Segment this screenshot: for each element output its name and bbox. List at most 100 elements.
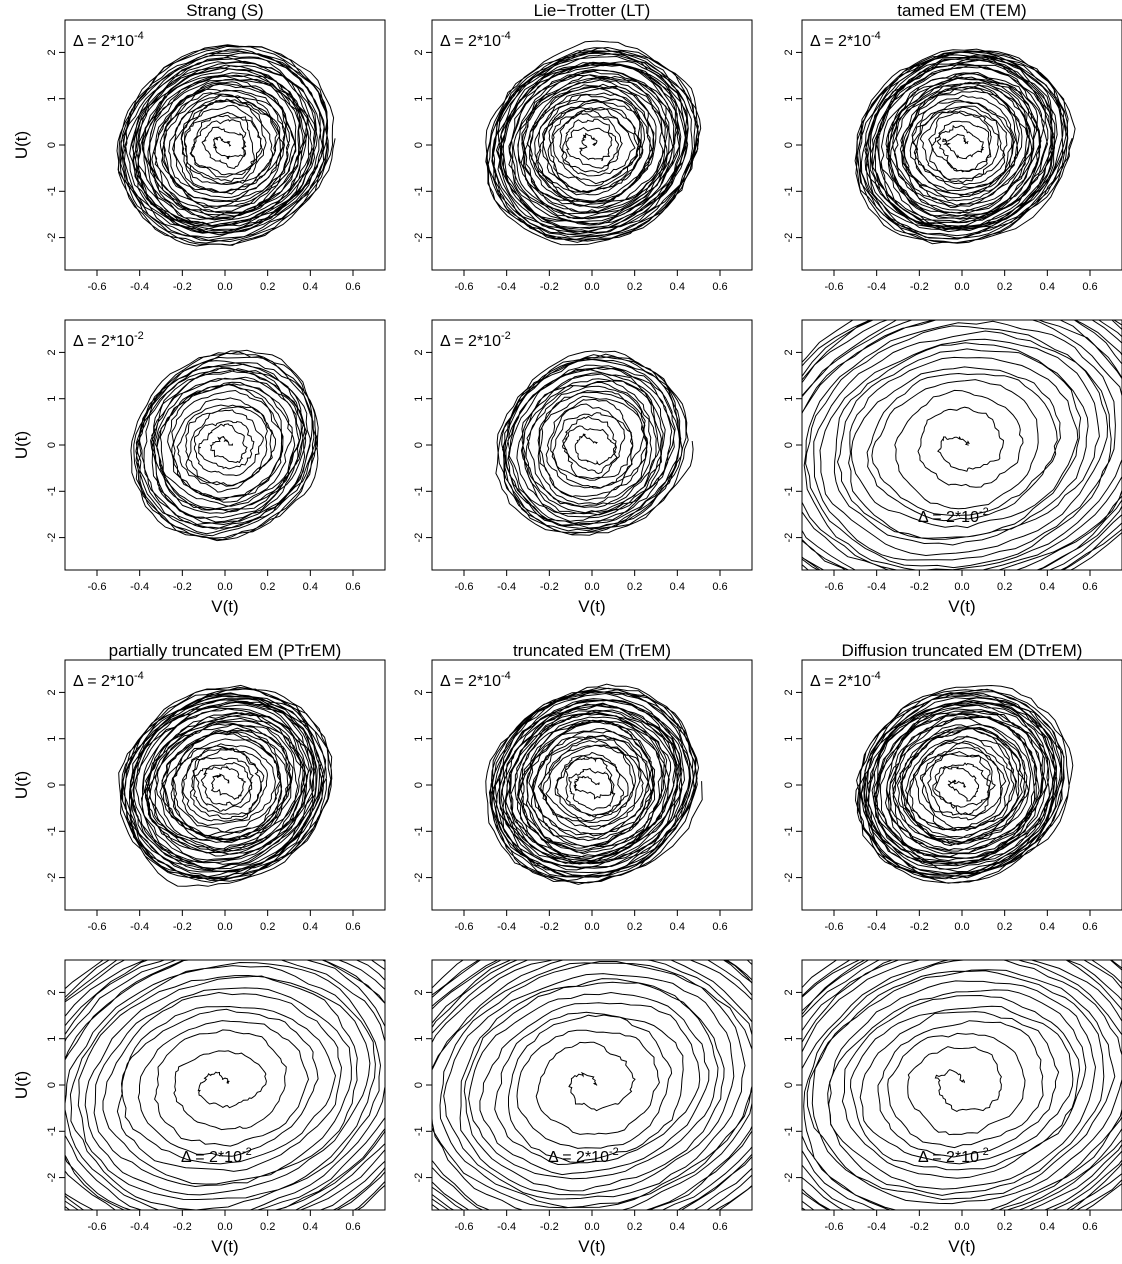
trajectory-line <box>854 684 1074 884</box>
x-tick-label: -0.2 <box>173 1221 192 1233</box>
x-tick-label: 0.4 <box>1040 921 1055 933</box>
trajectory-line <box>65 960 385 1210</box>
x-tick-label: 0.4 <box>1040 281 1055 293</box>
x-tick-label: 0.6 <box>345 1221 360 1233</box>
delta-annotation: Δ = 2*10-2 <box>73 330 144 350</box>
y-tick-label: 1 <box>413 1036 425 1042</box>
x-tick-label: -0.4 <box>130 281 149 293</box>
x-tick-label: 0.2 <box>997 1221 1012 1233</box>
x-tick-label: -0.2 <box>540 1221 559 1233</box>
x-tick-label: 0.6 <box>345 921 360 933</box>
x-tick-label: 0.0 <box>954 921 969 933</box>
x-tick-label: 0.6 <box>1082 921 1097 933</box>
x-tick-label: 0.2 <box>627 281 642 293</box>
x-tick-label: 0.0 <box>217 1221 232 1233</box>
y-tick-label: 2 <box>46 689 58 695</box>
x-tick-label: 0.2 <box>627 921 642 933</box>
delta-annotation: Δ = 2*10-2 <box>918 1146 989 1166</box>
y-tick-label: -1 <box>783 486 795 496</box>
y-axis-label: U(t) <box>12 431 31 459</box>
x-tick-label: 0.0 <box>954 581 969 593</box>
x-tick-label: 0.2 <box>627 581 642 593</box>
y-tick-label: 2 <box>46 989 58 995</box>
x-tick-label: -0.2 <box>910 921 929 933</box>
y-tick-label: -2 <box>413 233 425 243</box>
y-tick-label: -1 <box>783 826 795 836</box>
x-tick-label: 0.4 <box>303 1221 318 1233</box>
delta-annotation: Δ = 2*10-2 <box>548 1146 619 1166</box>
x-tick-label: 0.2 <box>260 581 275 593</box>
y-tick-label: 1 <box>46 736 58 742</box>
x-tick-label: -0.4 <box>130 921 149 933</box>
y-tick-label: 0 <box>413 442 425 448</box>
y-tick-label: -1 <box>413 1126 425 1136</box>
y-tick-label: 2 <box>413 989 425 995</box>
y-tick-label: 1 <box>783 736 795 742</box>
y-tick-label: -1 <box>413 826 425 836</box>
x-tick-label: -0.6 <box>88 281 107 293</box>
x-axis-label: V(t) <box>211 1237 238 1256</box>
x-tick-label: -0.4 <box>867 281 886 293</box>
x-tick-label: -0.2 <box>910 581 929 593</box>
y-tick-label: 1 <box>783 1036 795 1042</box>
x-tick-label: -0.4 <box>497 281 516 293</box>
x-tick-label: 0.4 <box>670 581 685 593</box>
x-tick-label: 0.0 <box>217 921 232 933</box>
x-tick-label: 0.6 <box>1082 1221 1097 1233</box>
y-tick-label: -2 <box>46 233 58 243</box>
x-tick-label: -0.2 <box>173 281 192 293</box>
y-axis-label: U(t) <box>12 131 31 159</box>
panel-title: Lie−Trotter (LT) <box>534 1 651 20</box>
trajectory-line <box>485 40 702 246</box>
y-tick-label: 2 <box>783 689 795 695</box>
trajectory-line <box>802 960 1122 1210</box>
trajectory-line <box>485 683 703 885</box>
y-tick-label: 1 <box>46 396 58 402</box>
x-tick-label: 0.0 <box>954 1221 969 1233</box>
panel-2: -0.6 -0.4 -0.2 0.0 0.2 0.4 0.6 -2 -1 0 1 2 Lie−Trott… <box>413 1 753 293</box>
panel-4: -0.6 -0.4 -0.2 0.0 0.2 0.4 0.6 -2 -1 0 1 2 V(t) U(t) Δ… <box>12 319 386 616</box>
x-axis-label: V(t) <box>211 597 238 616</box>
panel-11: -0.6 -0.4 -0.2 0.0 0.2 0.4 0.6 -2 -1 0 1 2 V(t) Δ = 2… <box>413 959 753 1256</box>
delta-annotation: Δ = 2*10-4 <box>440 30 511 50</box>
x-tick-label: 0.6 <box>1082 581 1097 593</box>
trajectory-line <box>854 48 1076 245</box>
trajectory-line <box>432 960 752 1210</box>
panel-12: -0.6 -0.4 -0.2 0.0 0.2 0.4 0.6 -2 -1 0 1 2 V(t) Δ = 2… <box>783 959 1122 1256</box>
delta-annotation: Δ = 2*10-4 <box>810 670 881 690</box>
x-tick-label: 0.0 <box>954 281 969 293</box>
x-tick-label: 0.2 <box>260 1221 275 1233</box>
x-tick-label: -0.2 <box>910 1221 929 1233</box>
y-tick-label: 0 <box>783 1082 795 1088</box>
x-tick-label: -0.6 <box>88 1221 107 1233</box>
delta-annotation: Δ = 2*10-2 <box>440 330 511 350</box>
x-tick-label: -0.6 <box>825 581 844 593</box>
x-tick-label: -0.2 <box>173 921 192 933</box>
x-tick-label: -0.2 <box>540 581 559 593</box>
y-tick-label: -2 <box>46 533 58 543</box>
delta-annotation: Δ = 2*10-2 <box>918 506 989 526</box>
trajectory-line <box>118 684 333 887</box>
x-tick-label: -0.6 <box>455 921 474 933</box>
x-tick-label: -0.4 <box>867 1221 886 1233</box>
x-tick-label: -0.6 <box>825 281 844 293</box>
y-tick-label: -1 <box>46 186 58 196</box>
delta-annotation: Δ = 2*10-2 <box>181 1146 252 1166</box>
x-tick-label: 0.6 <box>712 581 727 593</box>
x-tick-label: -0.2 <box>540 921 559 933</box>
y-tick-label: -2 <box>783 533 795 543</box>
y-tick-label: -2 <box>413 873 425 883</box>
y-tick-label: -2 <box>46 873 58 883</box>
x-tick-label: -0.4 <box>497 921 516 933</box>
x-tick-label: 0.0 <box>584 921 599 933</box>
y-tick-label: -1 <box>46 826 58 836</box>
y-tick-label: 0 <box>783 782 795 788</box>
y-tick-label: 1 <box>413 396 425 402</box>
y-tick-label: 2 <box>413 689 425 695</box>
x-tick-label: -0.4 <box>130 581 149 593</box>
y-tick-label: -1 <box>413 486 425 496</box>
delta-annotation: Δ = 2*10-4 <box>73 30 144 50</box>
x-tick-label: 0.2 <box>627 1221 642 1233</box>
panel-3: -0.6 -0.4 -0.2 0.0 0.2 0.4 0.6 -2 -1 0 1 2 tamed EM … <box>783 1 1122 293</box>
delta-annotation: Δ = 2*10-4 <box>73 670 144 690</box>
